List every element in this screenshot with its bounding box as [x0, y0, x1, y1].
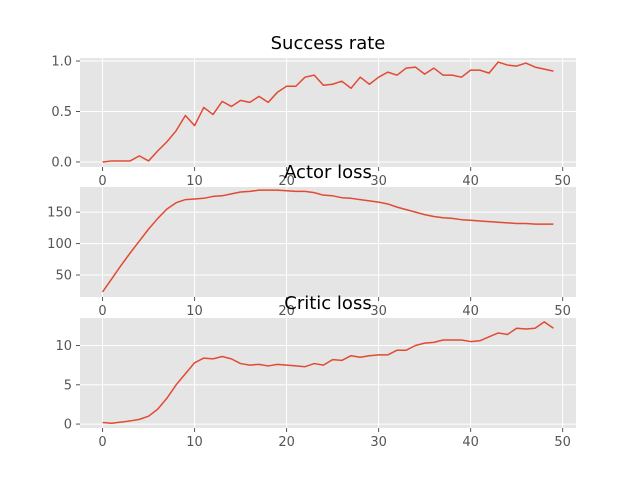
x-tick-label: 50	[554, 174, 571, 189]
x-tick-label: 50	[554, 304, 571, 319]
x-tick-label: 0	[98, 435, 106, 450]
x-tick-label: 0	[98, 304, 106, 319]
x-tick-label: 40	[462, 304, 479, 319]
x-tick-label: 30	[370, 304, 387, 319]
y-tick-label: 150	[47, 206, 72, 221]
x-tick-label: 50	[554, 435, 571, 450]
plot-area	[80, 318, 576, 428]
chart-title: Success rate	[271, 33, 386, 54]
plot-area	[80, 58, 576, 167]
y-tick-label: 1.0	[51, 55, 72, 70]
x-tick-label: 30	[370, 435, 387, 450]
y-tick-label: 0	[64, 418, 72, 433]
x-tick-label: 10	[186, 435, 203, 450]
x-tick-label: 40	[462, 435, 479, 450]
series-line	[102, 61, 554, 163]
chart-title: Critic loss	[284, 293, 371, 314]
y-tick-label: 50	[55, 269, 72, 284]
x-tick-label: 20	[278, 435, 295, 450]
x-tick-label: 10	[186, 174, 203, 189]
subplot-2: 0 10 20 30 40 50 50 100 150	[47, 187, 576, 319]
subplot-3: 0 10 20 30 40 50 0 5 10	[55, 318, 576, 450]
x-tick-label: 0	[98, 174, 106, 189]
series-line	[101, 189, 554, 293]
y-tick-label: 10	[55, 339, 72, 354]
plot-area	[80, 187, 576, 297]
x-tick-label: 40	[462, 174, 479, 189]
y-tick-label: 5	[64, 378, 72, 393]
x-tick-label: 20	[278, 174, 295, 189]
subplot-1: 0 10 20 30 40 50 0.0 0.5 1.0	[51, 55, 576, 189]
x-tick-label: 30	[370, 174, 387, 189]
x-tick-label: 20	[278, 304, 295, 319]
y-tick-label: 0.0	[51, 155, 72, 170]
series-line	[102, 321, 554, 425]
y-tick-label: 100	[47, 237, 72, 252]
chart-title: Actor loss	[284, 162, 372, 183]
y-tick-label: 0.5	[51, 105, 72, 120]
x-tick-label: 10	[186, 304, 203, 319]
